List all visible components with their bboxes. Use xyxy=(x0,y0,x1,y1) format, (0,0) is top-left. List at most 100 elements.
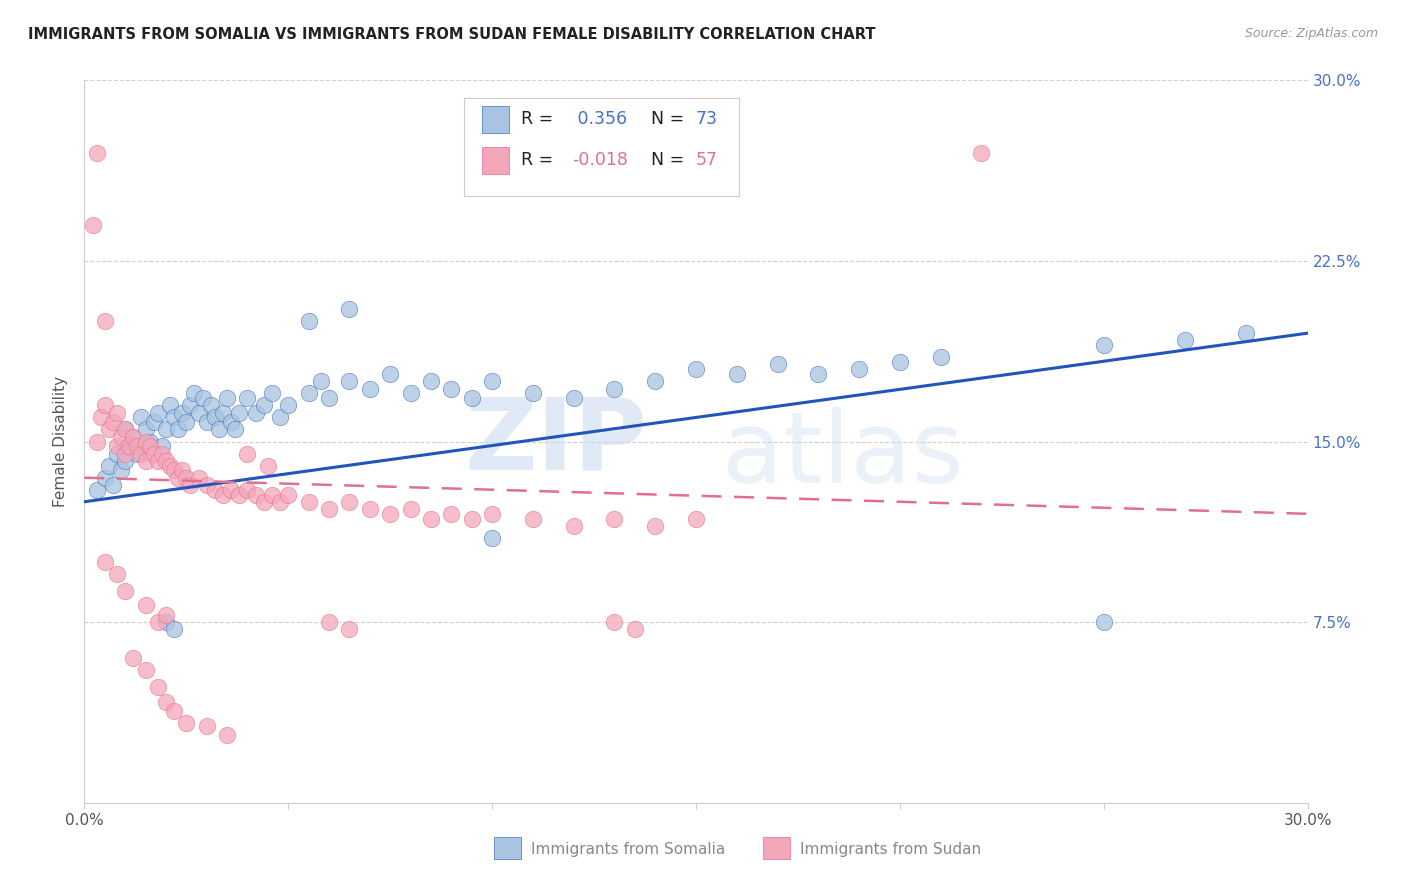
Point xyxy=(155,454,177,468)
Point xyxy=(163,463,186,477)
Point xyxy=(93,555,115,569)
Point xyxy=(420,374,443,388)
Point xyxy=(110,463,132,477)
Point xyxy=(150,446,173,460)
Point xyxy=(122,651,145,665)
Point xyxy=(135,434,157,449)
Point xyxy=(179,478,201,492)
Point xyxy=(260,487,283,501)
Point xyxy=(260,386,283,401)
Point xyxy=(118,439,141,453)
Point xyxy=(174,470,197,484)
Point xyxy=(298,314,321,328)
Text: N =: N = xyxy=(640,111,689,128)
Point xyxy=(146,406,169,420)
Point xyxy=(359,502,381,516)
Y-axis label: Female Disability: Female Disability xyxy=(53,376,69,508)
Point xyxy=(208,422,231,436)
Point xyxy=(127,439,149,453)
Point xyxy=(212,487,235,501)
Text: R =: R = xyxy=(522,111,558,128)
Point xyxy=(339,374,361,388)
Point xyxy=(929,350,952,364)
Point xyxy=(97,458,120,473)
Point xyxy=(889,355,911,369)
Point xyxy=(807,367,830,381)
Point xyxy=(380,507,402,521)
Point xyxy=(159,458,181,473)
Point xyxy=(970,145,993,160)
Point xyxy=(163,623,186,637)
Point xyxy=(105,406,128,420)
Point xyxy=(522,511,544,525)
FancyBboxPatch shape xyxy=(494,838,522,859)
Point xyxy=(114,446,136,460)
Text: N =: N = xyxy=(640,152,689,169)
Point xyxy=(146,680,169,694)
Text: Immigrants from Somalia: Immigrants from Somalia xyxy=(531,842,725,857)
Text: R =: R = xyxy=(522,152,558,169)
Point xyxy=(105,446,128,460)
Point xyxy=(1174,334,1197,348)
Point xyxy=(86,434,108,449)
Point xyxy=(766,358,789,372)
Text: IMMIGRANTS FROM SOMALIA VS IMMIGRANTS FROM SUDAN FEMALE DISABILITY CORRELATION C: IMMIGRANTS FROM SOMALIA VS IMMIGRANTS FR… xyxy=(28,27,876,42)
Point xyxy=(318,615,340,630)
Point xyxy=(359,382,381,396)
FancyBboxPatch shape xyxy=(482,147,509,174)
Point xyxy=(644,374,666,388)
Point xyxy=(399,386,422,401)
Point xyxy=(138,439,160,453)
Point xyxy=(172,463,194,477)
Point xyxy=(420,511,443,525)
Text: Source: ZipAtlas.com: Source: ZipAtlas.com xyxy=(1244,27,1378,40)
Point xyxy=(204,483,226,497)
Point xyxy=(131,446,153,460)
Point xyxy=(187,470,209,484)
Point xyxy=(174,415,197,429)
Point xyxy=(155,695,177,709)
Point xyxy=(217,728,239,742)
Point xyxy=(399,502,422,516)
Point xyxy=(685,511,707,525)
Point xyxy=(269,410,291,425)
Point xyxy=(191,391,214,405)
Point xyxy=(228,406,250,420)
Point xyxy=(90,410,112,425)
Point xyxy=(146,615,169,630)
Point xyxy=(135,599,157,613)
Point xyxy=(253,398,276,412)
Point xyxy=(481,374,503,388)
Point xyxy=(522,386,544,401)
Point xyxy=(624,623,647,637)
Point xyxy=(204,410,226,425)
Point xyxy=(155,422,177,436)
Point xyxy=(257,458,280,473)
Point xyxy=(603,615,626,630)
Text: -0.018: -0.018 xyxy=(572,152,628,169)
Point xyxy=(146,454,169,468)
Point xyxy=(97,422,120,436)
Point xyxy=(195,719,218,733)
Point xyxy=(245,487,267,501)
Point xyxy=(174,716,197,731)
Point xyxy=(440,382,463,396)
Point xyxy=(339,301,361,317)
Point xyxy=(159,398,181,412)
Point xyxy=(644,518,666,533)
Point xyxy=(122,430,145,444)
Point xyxy=(86,145,108,160)
Text: 57: 57 xyxy=(696,152,718,169)
Point xyxy=(163,410,186,425)
Point xyxy=(603,382,626,396)
Point xyxy=(105,439,128,453)
Point xyxy=(309,374,332,388)
Point xyxy=(461,511,484,525)
Point xyxy=(1092,338,1115,352)
Point xyxy=(93,470,115,484)
Point xyxy=(562,518,585,533)
FancyBboxPatch shape xyxy=(763,838,790,859)
Point xyxy=(481,507,503,521)
Point xyxy=(93,398,115,412)
Point xyxy=(277,398,299,412)
